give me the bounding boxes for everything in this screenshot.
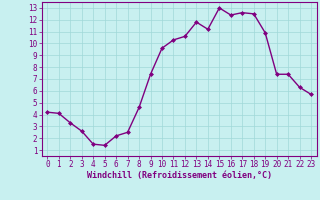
X-axis label: Windchill (Refroidissement éolien,°C): Windchill (Refroidissement éolien,°C)	[87, 171, 272, 180]
